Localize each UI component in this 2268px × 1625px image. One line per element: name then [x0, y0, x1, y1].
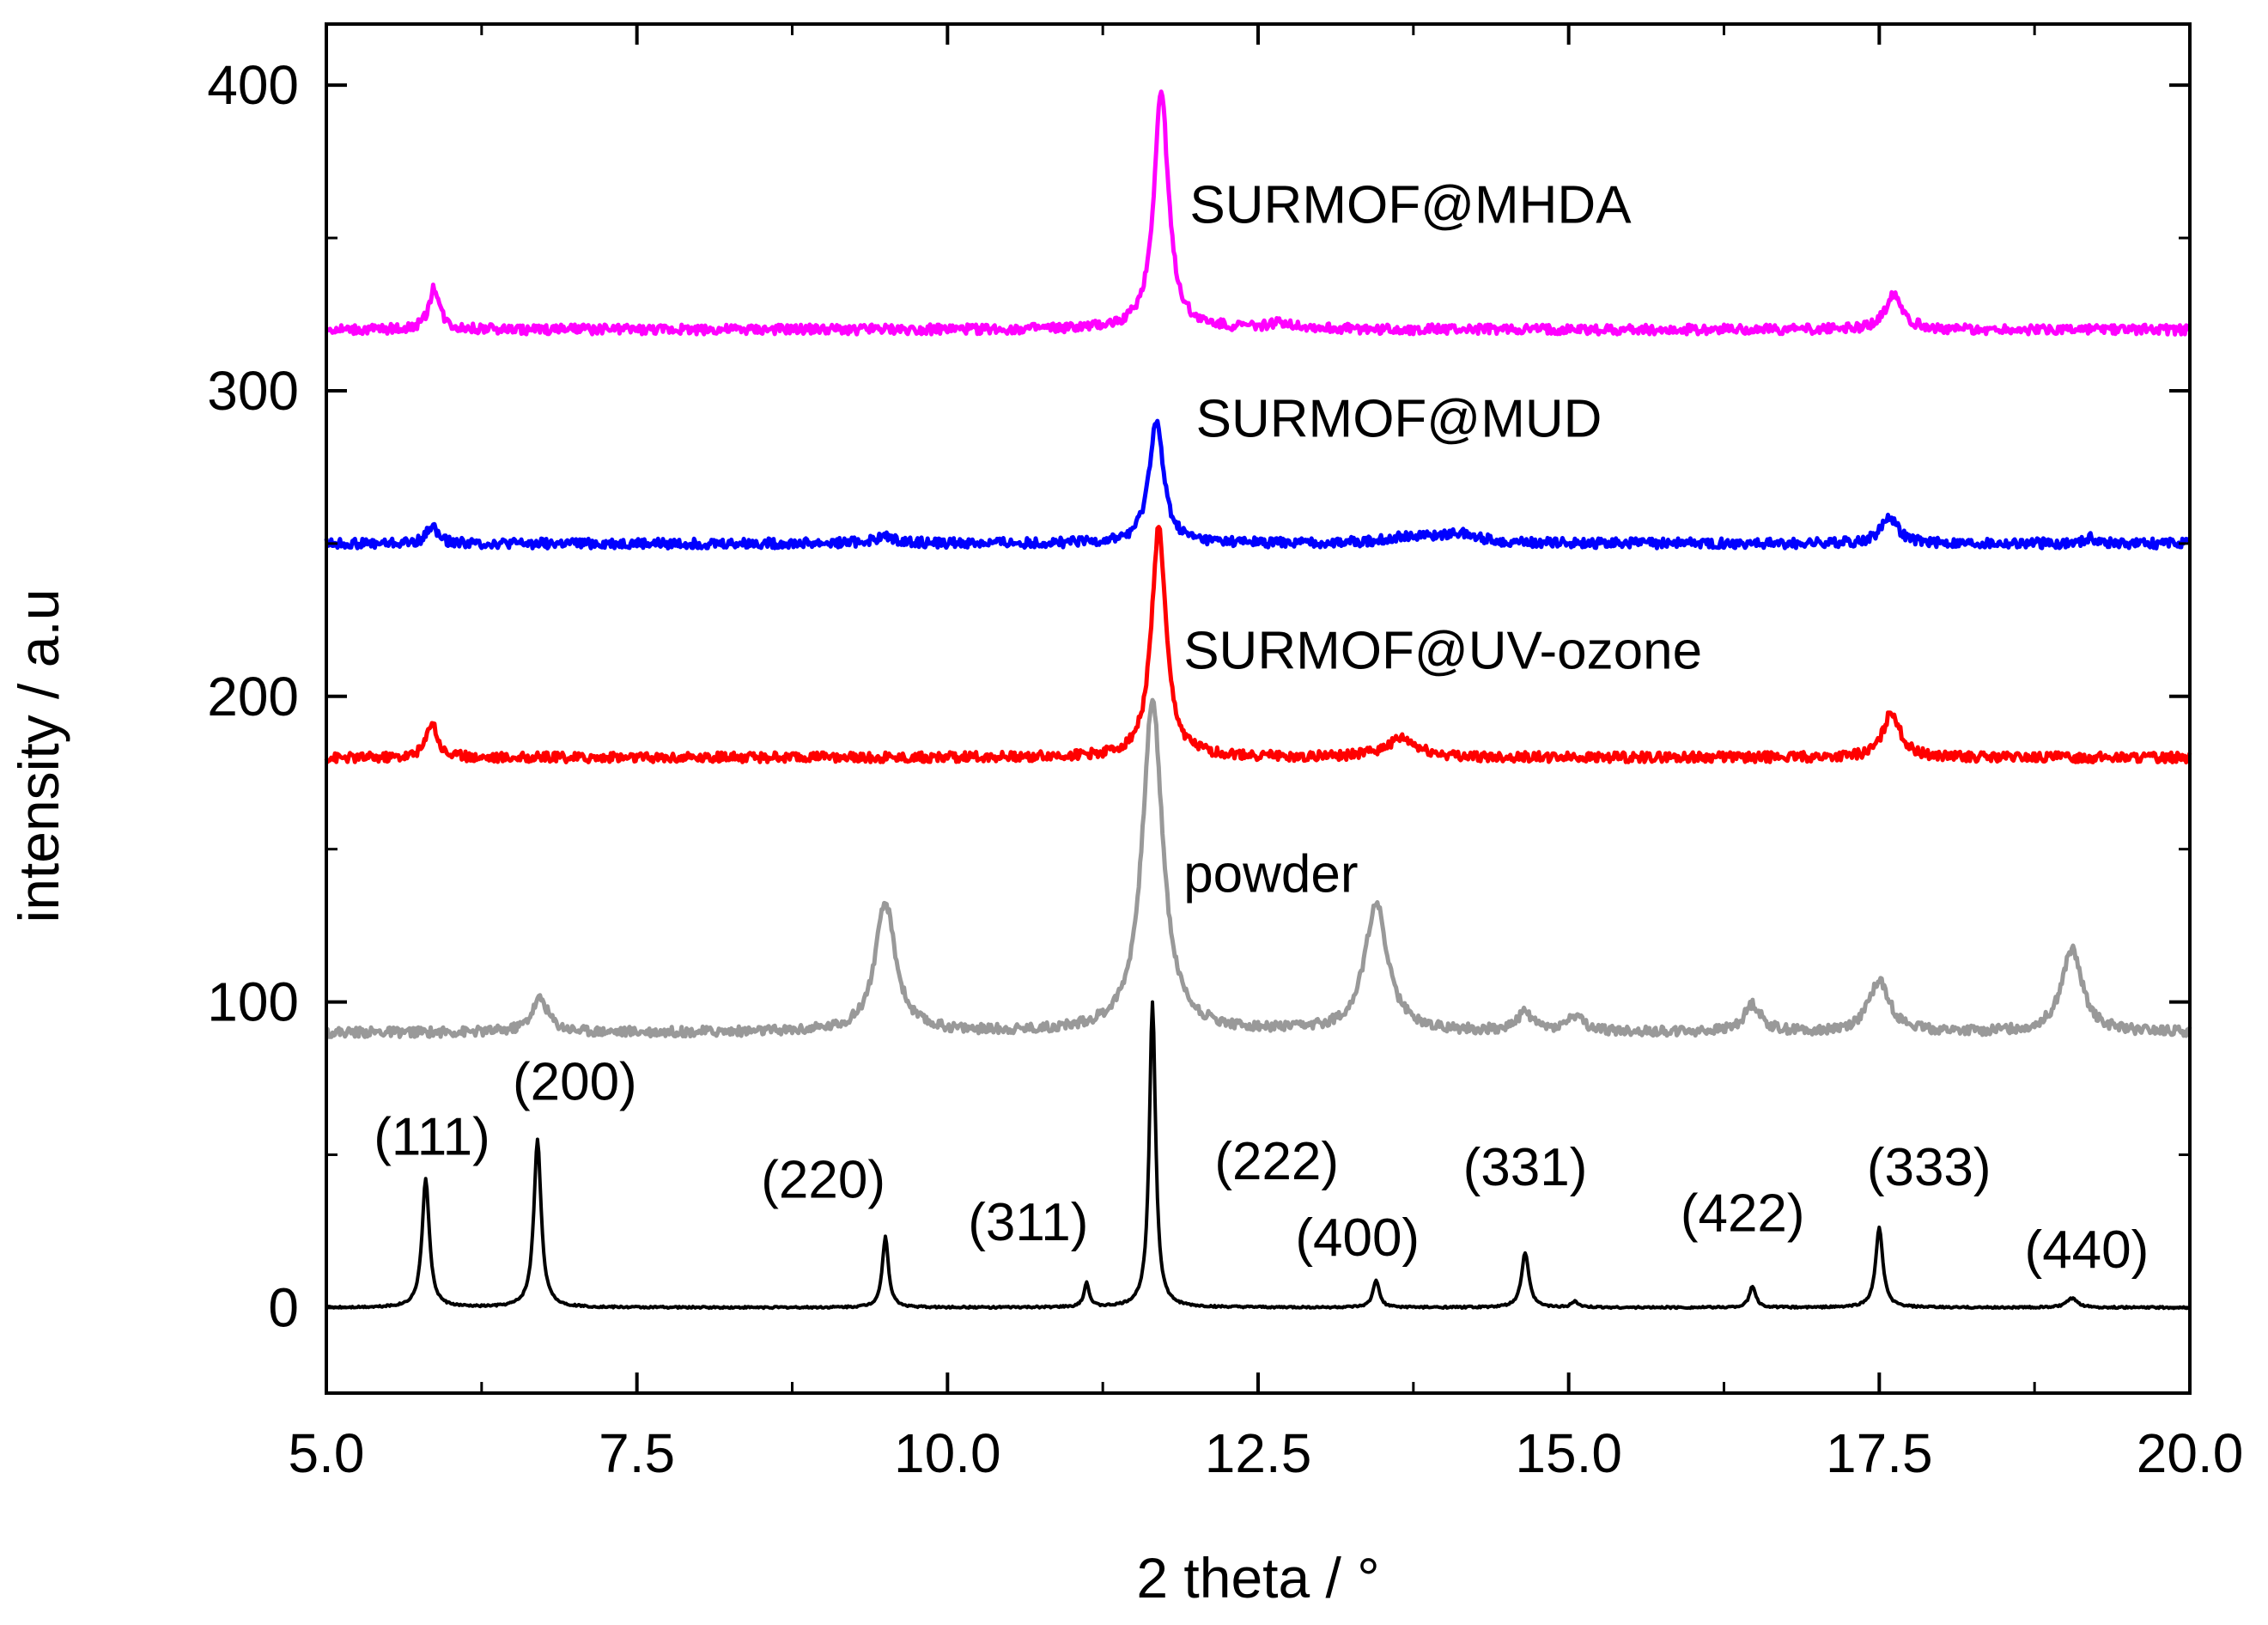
- peak-annotation-400: (400): [1295, 1208, 1420, 1268]
- peak-annotation-200: (200): [513, 1052, 637, 1111]
- peak-annotation-111: (111): [374, 1107, 490, 1166]
- x-tick-label: 5.0: [289, 1422, 365, 1484]
- x-tick-label: 17.5: [1826, 1422, 1933, 1484]
- ticks-layer: 5.0 7.5 10.0 12.5 15.0 17.5 20.0 0 100 200 300 400: [207, 24, 2243, 1484]
- x-tick-label: 7.5: [599, 1422, 675, 1484]
- series-line-unlabeled: [325, 1000, 2192, 1311]
- x-tick-label: 10.0: [894, 1422, 1001, 1484]
- x-tick-label: 20.0: [2137, 1422, 2244, 1484]
- series-line-surmof-mud: [324, 418, 2192, 551]
- peak-annotation-331: (331): [1463, 1138, 1588, 1197]
- series-layer: [324, 89, 2192, 1311]
- y-axis-title: intensity / a.u: [7, 589, 70, 923]
- series-label-surmof-mud: SURMOF@MUD: [1196, 389, 1602, 448]
- series-label-surmof-uv-ozone: SURMOF@UV-ozone: [1183, 622, 1702, 681]
- peak-annotation-311: (311): [968, 1193, 1088, 1252]
- x-axis-title: 2 theta / °: [1136, 1546, 1379, 1610]
- y-tick-label: 400: [207, 54, 299, 116]
- y-tick-label: 300: [207, 360, 299, 422]
- series-line-powder: [325, 697, 2192, 1039]
- series-label-powder: powder: [1183, 844, 1358, 904]
- x-tick-label: 12.5: [1205, 1422, 1312, 1484]
- peak-annotation-220: (220): [761, 1150, 885, 1209]
- labels-layer: SURMOF@MHDA SURMOF@MUD SURMOF@UV-ozone powd…: [374, 175, 2149, 1280]
- y-tick-label: 0: [268, 1276, 299, 1338]
- series-label-surmof-mhda: SURMOF@MHDA: [1189, 175, 1632, 234]
- y-tick-label: 100: [207, 971, 299, 1033]
- peak-annotation-440: (440): [2025, 1220, 2149, 1280]
- y-tick-label: 200: [207, 666, 299, 727]
- series-line-surmof-mhda: [325, 89, 2192, 337]
- peak-annotation-333: (333): [1867, 1138, 1991, 1197]
- x-tick-label: 15.0: [1515, 1422, 1622, 1484]
- peak-annotation-422: (422): [1681, 1184, 1805, 1243]
- series-line-surmof-uv-ozone: [324, 525, 2192, 764]
- peak-annotation-222: (222): [1214, 1132, 1339, 1191]
